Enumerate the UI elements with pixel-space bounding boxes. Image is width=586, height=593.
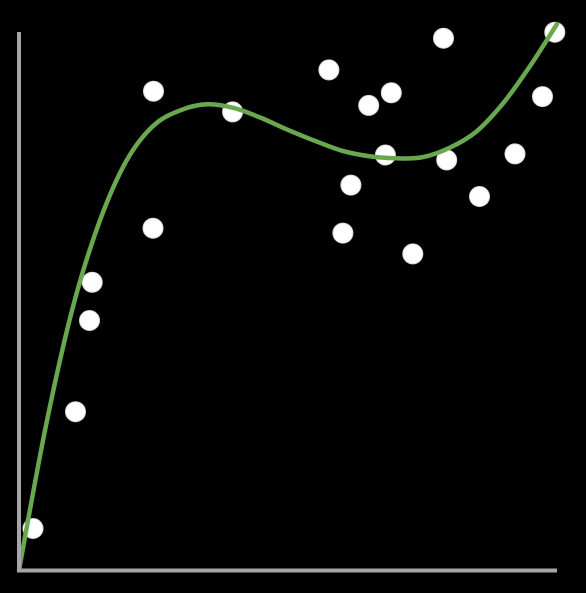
data-point — [318, 59, 340, 81]
data-point — [374, 144, 396, 166]
data-point — [142, 217, 164, 239]
data-point — [81, 271, 103, 293]
data-point — [504, 143, 526, 165]
data-point — [358, 94, 380, 116]
data-point — [532, 86, 553, 108]
data-point — [340, 174, 362, 196]
data-point — [380, 82, 402, 104]
data-point — [79, 310, 100, 331]
data-point — [402, 243, 424, 265]
data-points — [22, 21, 566, 539]
data-point — [143, 80, 164, 102]
data-point — [469, 186, 490, 207]
data-point — [433, 27, 454, 49]
data-point — [65, 401, 86, 423]
data-point — [332, 222, 354, 244]
fit-curve — [16, 21, 560, 573]
